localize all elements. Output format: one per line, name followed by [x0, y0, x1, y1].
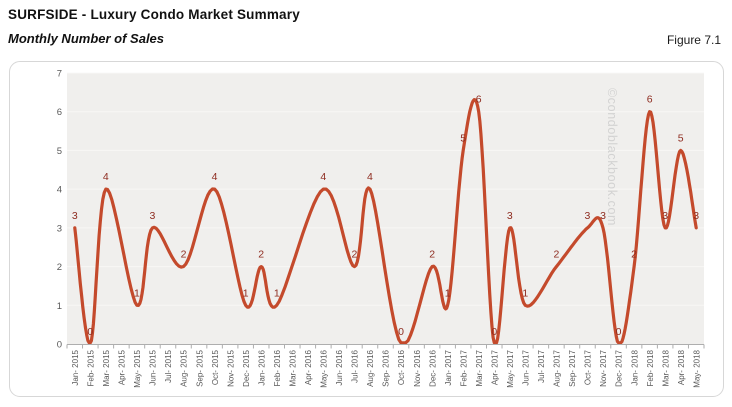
x-axis-label: Apr- 2017 — [490, 349, 499, 385]
figure-label: Figure 7.1 — [666, 33, 721, 47]
x-axis-label: Nov- 2015 — [226, 349, 235, 386]
x-axis-label: Mar- 2017 — [475, 349, 484, 386]
x-axis-label: Oct- 2017 — [584, 349, 593, 385]
x-axis-label: Sep- 2015 — [195, 349, 204, 386]
x-axis-label: Nov- 2017 — [599, 349, 608, 386]
x-axis-label: Apr- 2016 — [304, 349, 313, 385]
data-label: 2 — [553, 249, 559, 261]
data-label: 4 — [320, 171, 326, 183]
data-label: 3 — [507, 210, 513, 222]
x-axis-label: Sep- 2016 — [382, 349, 391, 386]
data-label: 5 — [460, 132, 466, 144]
x-axis-label: Jul- 2015 — [164, 349, 173, 382]
x-axis-label: Dec- 2017 — [615, 349, 624, 386]
data-label: 3 — [150, 210, 156, 222]
x-axis-label: Jun- 2017 — [522, 349, 531, 385]
data-label: 4 — [103, 171, 109, 183]
y-axis-label: 5 — [57, 146, 62, 157]
x-axis-label: Apr- 2018 — [677, 349, 686, 385]
data-label: 3 — [662, 210, 668, 222]
x-axis-label: Feb- 2015 — [87, 349, 96, 386]
x-axis-label: May- 2017 — [506, 349, 515, 387]
x-axis-label: May- 2015 — [133, 349, 142, 387]
x-axis-label: Aug- 2015 — [180, 349, 189, 386]
y-axis-label: 6 — [57, 107, 62, 118]
y-axis-label: 4 — [57, 185, 62, 196]
x-axis-label: Jun- 2015 — [149, 349, 158, 385]
x-axis-label: Sep- 2017 — [568, 349, 577, 386]
data-label: 5 — [678, 132, 684, 144]
data-label: 0 — [398, 326, 404, 338]
data-label: 0 — [616, 326, 622, 338]
y-axis-label: 1 — [57, 301, 62, 312]
x-axis-label: Mar- 2015 — [102, 349, 111, 386]
data-label: 1 — [522, 287, 528, 299]
data-label: 6 — [647, 94, 653, 106]
x-axis-label: Jan- 2017 — [444, 349, 453, 385]
data-label: 0 — [491, 326, 497, 338]
y-axis-label: 3 — [57, 223, 62, 234]
watermark: ©condoblackbook.com — [605, 88, 619, 226]
x-axis-label: Nov- 2016 — [413, 349, 422, 386]
data-label: 2 — [258, 249, 264, 261]
x-axis-label: Feb- 2017 — [459, 349, 468, 386]
y-axis-label: 7 — [57, 69, 62, 80]
data-label: 6 — [476, 94, 482, 106]
x-axis-label: Feb- 2016 — [273, 349, 282, 386]
data-label: 1 — [445, 287, 451, 299]
data-label: 3 — [72, 210, 78, 222]
x-axis-label: Aug- 2016 — [366, 349, 375, 386]
data-label: 4 — [367, 171, 373, 183]
page-title: SURFSIDE - Luxury Condo Market Summary — [8, 7, 300, 22]
data-label: 1 — [134, 287, 140, 299]
x-axis-label: Dec- 2016 — [428, 349, 437, 386]
y-axis-label: 0 — [57, 340, 62, 351]
x-axis-label: Mar- 2018 — [661, 349, 670, 386]
data-label: 3 — [693, 210, 699, 222]
x-axis-label: Jun- 2016 — [335, 349, 344, 385]
plot-area — [67, 73, 704, 344]
x-axis-label: Mar- 2016 — [288, 349, 297, 386]
chart-panel: ©condoblackbook.com 3 0 4 1 3 2 4 1 2 1 4 2 4 0 2 1 5 6 0 3 1… — [9, 61, 724, 397]
data-label: 2 — [352, 249, 358, 261]
y-axis-label: 2 — [57, 262, 62, 273]
data-label: 3 — [585, 210, 591, 222]
x-axis-label: Oct- 2016 — [397, 349, 406, 385]
page-subtitle: Monthly Number of Sales — [8, 31, 165, 46]
data-label: 2 — [631, 249, 637, 261]
x-axis-label: Feb- 2018 — [646, 349, 655, 386]
data-label: 2 — [181, 249, 187, 261]
x-axis-label: Jan- 2016 — [257, 349, 266, 385]
data-label: 2 — [429, 249, 435, 261]
data-label: 4 — [212, 171, 218, 183]
data-label: 1 — [274, 287, 280, 299]
x-axis-label: Dec- 2015 — [242, 349, 251, 386]
x-axis-label: Jul- 2017 — [537, 349, 546, 382]
x-axis-label: Apr- 2015 — [118, 349, 127, 385]
x-axis-label: Jan- 2015 — [71, 349, 80, 385]
x-axis-label: May- 2018 — [692, 349, 701, 387]
chart-line — [73, 98, 698, 345]
x-axis-label: Jul- 2016 — [351, 349, 360, 382]
data-label: 1 — [243, 287, 249, 299]
data-label: 0 — [87, 326, 93, 338]
x-axis-label: Oct- 2015 — [211, 349, 220, 385]
x-axis-label: May- 2016 — [320, 349, 329, 387]
x-axis-label: Aug- 2017 — [553, 349, 562, 386]
x-axis-label: Jan- 2018 — [630, 349, 639, 385]
data-label: 3 — [600, 210, 606, 222]
sales-line-chart: ©condoblackbook.com304132412142402156031… — [57, 69, 705, 388]
